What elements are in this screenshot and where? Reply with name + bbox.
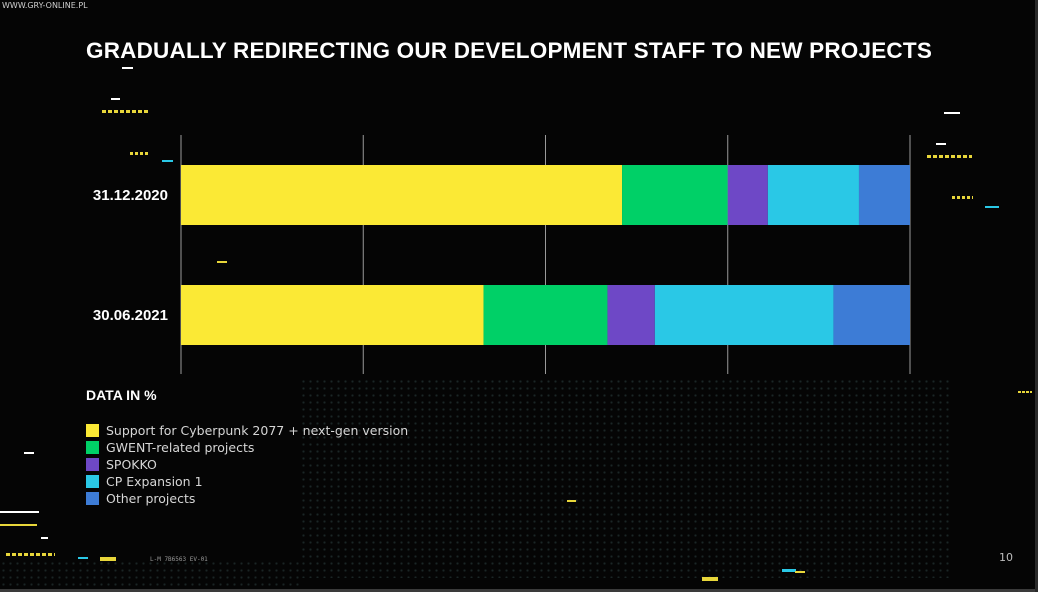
frame-border bbox=[0, 589, 1038, 592]
chart-title: GRADUALLY REDIRECTING OUR DEVELOPMENT ST… bbox=[86, 38, 933, 63]
bar-segment bbox=[767, 165, 859, 225]
legend-swatch bbox=[86, 458, 99, 471]
legend-swatch bbox=[86, 492, 99, 505]
bar-segment bbox=[833, 285, 910, 345]
bar-segment bbox=[858, 165, 910, 225]
legend-label: Other projects bbox=[106, 491, 196, 506]
frame-border bbox=[1035, 0, 1038, 592]
category-labels: 31.12.2020 30.06.2021 bbox=[93, 187, 168, 324]
bar-segment bbox=[181, 285, 484, 345]
decorative-dot-grid bbox=[300, 378, 952, 578]
legend-label: GWENT-related projects bbox=[106, 440, 255, 455]
bar-segment bbox=[622, 165, 728, 225]
bar-segment bbox=[483, 285, 608, 345]
legend-item: CP Expansion 1 bbox=[86, 473, 408, 490]
category-label: 30.06.2021 bbox=[93, 307, 168, 324]
code-text: L-M 7B6563 EV-01 bbox=[150, 556, 208, 563]
legend-item: Other projects bbox=[86, 490, 408, 507]
legend-label: Support for Cyberpunk 2077 + next-gen ve… bbox=[106, 423, 409, 438]
legend-swatch bbox=[86, 424, 99, 437]
legend-swatch bbox=[86, 441, 99, 454]
watermark: WWW.GRY-ONLINE.PL bbox=[2, 1, 88, 10]
bar-segment bbox=[607, 285, 655, 345]
legend-item: GWENT-related projects bbox=[86, 439, 408, 456]
legend-title: DATA IN % bbox=[86, 387, 157, 403]
page-number: 10 bbox=[999, 551, 1013, 564]
bar-segment bbox=[181, 165, 623, 225]
legend-label: CP Expansion 1 bbox=[106, 474, 203, 489]
legend-label: SPOKKO bbox=[106, 457, 157, 472]
bars bbox=[181, 165, 910, 345]
bar-segment bbox=[727, 165, 768, 225]
decorative-dot-grid bbox=[0, 560, 300, 592]
bar-segment bbox=[654, 285, 834, 345]
legend: Support for Cyberpunk 2077 + next-gen ve… bbox=[86, 422, 408, 507]
legend-item: Support for Cyberpunk 2077 + next-gen ve… bbox=[86, 422, 408, 439]
category-label: 31.12.2020 bbox=[93, 187, 168, 204]
legend-item: SPOKKO bbox=[86, 456, 408, 473]
legend-swatch bbox=[86, 475, 99, 488]
